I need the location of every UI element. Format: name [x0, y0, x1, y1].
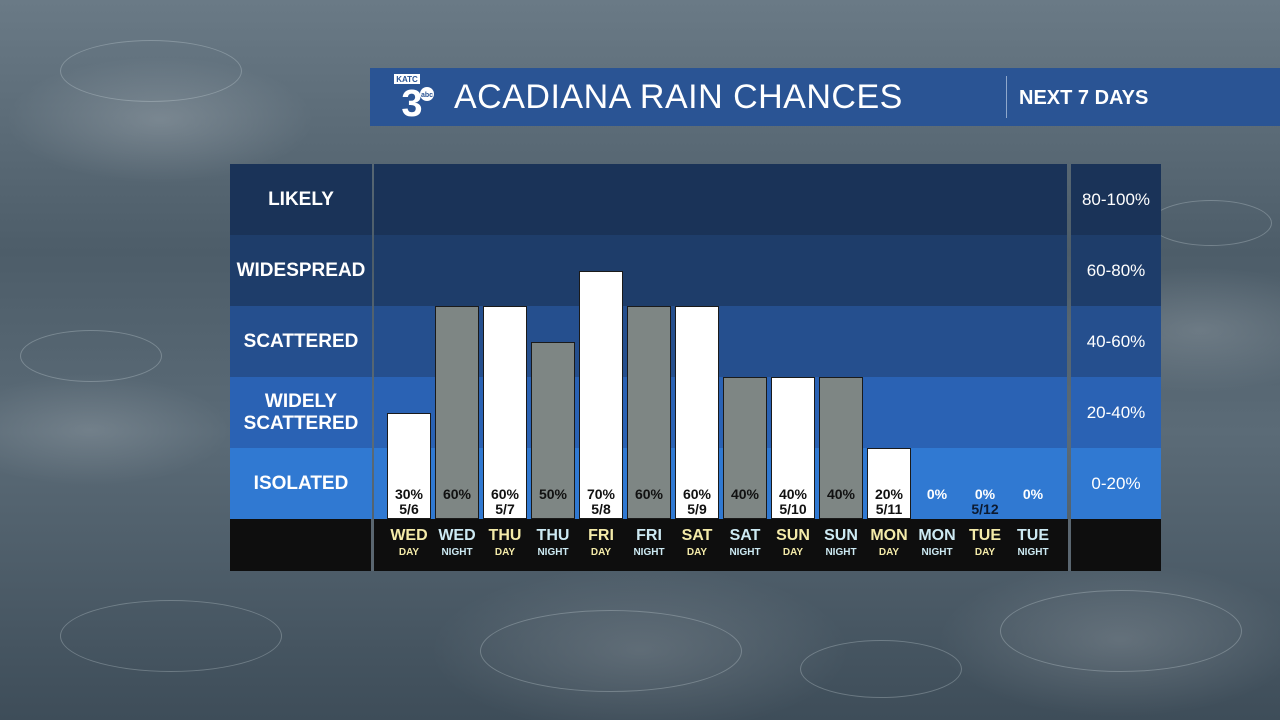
band-label-text: WIDELY SCATTERED	[243, 390, 359, 434]
bar-value-label: 0%	[1022, 486, 1044, 502]
background-ripple	[1000, 590, 1242, 672]
x-tick-day-label: MON	[870, 527, 908, 544]
x-tick-tod-label: NIGHT	[441, 547, 473, 558]
x-tick-tod-label: DAY	[782, 547, 804, 558]
bar-sun-day	[771, 377, 815, 519]
band-ranges-panel: 80-100% 60-80% 40-60% 20-40% 0-20%	[1071, 164, 1161, 519]
bar-mon-day	[867, 448, 911, 519]
x-tick-tod-label: DAY	[590, 547, 612, 558]
x-tick-tod-label: NIGHT	[825, 547, 857, 558]
x-tick-day-label: FRI	[588, 527, 614, 544]
svg-text:abc: abc	[421, 92, 433, 99]
date-label: 5/11	[875, 501, 903, 517]
x-tick-day-label: TUE	[1017, 527, 1049, 544]
x-tick-day-label: WED	[438, 527, 476, 544]
x-tick-tod-label: NIGHT	[633, 547, 665, 558]
x-tick-day-label: SUN	[776, 527, 810, 544]
bar-fri-night	[627, 306, 671, 519]
band-label-widespread: WIDESPREAD	[230, 235, 372, 306]
bar-thu-day	[483, 306, 527, 519]
band-range-scattered: 40-60%	[1071, 306, 1161, 377]
date-label: 5/8	[591, 501, 611, 517]
bar-sun-night	[819, 377, 863, 519]
band-range-likely: 80-100%	[1071, 164, 1161, 235]
date-label: 5/9	[687, 501, 707, 517]
bar-value-label: 20%	[874, 486, 904, 502]
date-label: 5/10	[779, 501, 807, 517]
header-divider	[1006, 76, 1007, 118]
band-label-likely: LIKELY	[230, 164, 372, 235]
x-axis-divider	[1068, 519, 1071, 571]
band-labels-panel: LIKELY WIDESPREAD SCATTERED WIDELY SCATT…	[230, 164, 372, 519]
x-tick-day-label: THU	[488, 527, 522, 544]
page-subtitle: NEXT 7 DAYS	[1019, 87, 1149, 109]
background-ripple	[60, 600, 282, 672]
band-range-widely-scattered: 20-40%	[1071, 377, 1161, 448]
bar-wed-day	[387, 412, 431, 519]
x-tick-tod-label: NIGHT	[729, 547, 761, 558]
x-tick-tod-label: NIGHT	[1017, 547, 1049, 558]
bar-sat-day	[675, 306, 719, 519]
background-ripple	[20, 330, 162, 382]
x-tick-tod-label: NIGHT	[921, 547, 953, 558]
band-label-isolated: ISOLATED	[230, 448, 372, 519]
bar-value-label: 30%	[394, 486, 424, 502]
x-tick-day-label: WED	[390, 527, 428, 544]
bar-value-label: 0%	[926, 486, 948, 502]
x-tick-tod-label: DAY	[494, 547, 516, 558]
plot-band-likely	[374, 164, 1067, 235]
x-tick-day-label: MON	[918, 527, 956, 544]
background-ripple	[480, 610, 742, 692]
band-range-isolated: 0-20%	[1071, 448, 1161, 519]
page-title: ACADIANA RAIN CHANCES	[454, 78, 903, 116]
band-label-scattered: SCATTERED	[230, 306, 372, 377]
bar-value-label: 60%	[634, 486, 664, 502]
x-tick-day-label: TUE	[969, 527, 1001, 544]
bar-value-label: 70%	[586, 486, 616, 502]
katc-logo: KATC 3 abc	[394, 74, 434, 122]
band-range-widespread: 60-80%	[1071, 235, 1161, 306]
bar-thu-night	[531, 341, 575, 519]
background-ripple	[800, 640, 962, 698]
x-axis-bar: WED DAY WED NIGHT THU DAY THU NIGHT FRI DAY FRI NIG…	[230, 519, 1161, 571]
bar-value-label: 50%	[538, 486, 568, 502]
bar-fri-day	[579, 270, 623, 519]
x-tick-tod-label: DAY	[974, 547, 996, 558]
bar-value-label: 60%	[682, 486, 712, 502]
x-axis-divider	[371, 519, 374, 571]
x-tick-day-label: SUN	[824, 527, 858, 544]
bar-value-label: 60%	[442, 486, 472, 502]
x-tick-day-label: SAT	[729, 527, 761, 544]
svg-text:KATC: KATC	[396, 75, 418, 84]
background-ripple	[60, 40, 242, 102]
rain-chance-chart: 30% 5/6 60% 60% 5/7 50% 70% 5/8 60% 60% 5/9 40% 40% 5…	[374, 164, 1067, 519]
bar-value-label: 0%	[974, 486, 996, 502]
bar-value-label: 40%	[826, 486, 856, 502]
bar-wed-night	[435, 306, 479, 519]
date-label: 5/7	[495, 501, 515, 517]
svg-text:3: 3	[401, 83, 422, 122]
header-bar: KATC 3 abc ACADIANA RAIN CHANCES NEXT 7 …	[370, 68, 1280, 126]
bar-value-label: 40%	[730, 486, 760, 502]
background-ripple	[1150, 200, 1272, 246]
bar-value-label: 40%	[778, 486, 808, 502]
date-label: 5/12	[971, 501, 999, 517]
bar-value-label: 60%	[490, 486, 520, 502]
x-tick-day-label: SAT	[681, 527, 713, 544]
plot-band-widespread	[374, 235, 1067, 306]
x-tick-day-label: THU	[536, 527, 570, 544]
x-tick-tod-label: NIGHT	[537, 547, 569, 558]
band-label-widely-scattered: WIDELY SCATTERED	[230, 377, 372, 448]
x-tick-tod-label: DAY	[878, 547, 900, 558]
x-tick-tod-label: DAY	[398, 547, 420, 558]
bar-sat-night	[723, 377, 767, 519]
x-tick-tod-label: DAY	[686, 547, 708, 558]
x-tick-day-label: FRI	[636, 527, 662, 544]
date-label: 5/6	[399, 501, 419, 517]
